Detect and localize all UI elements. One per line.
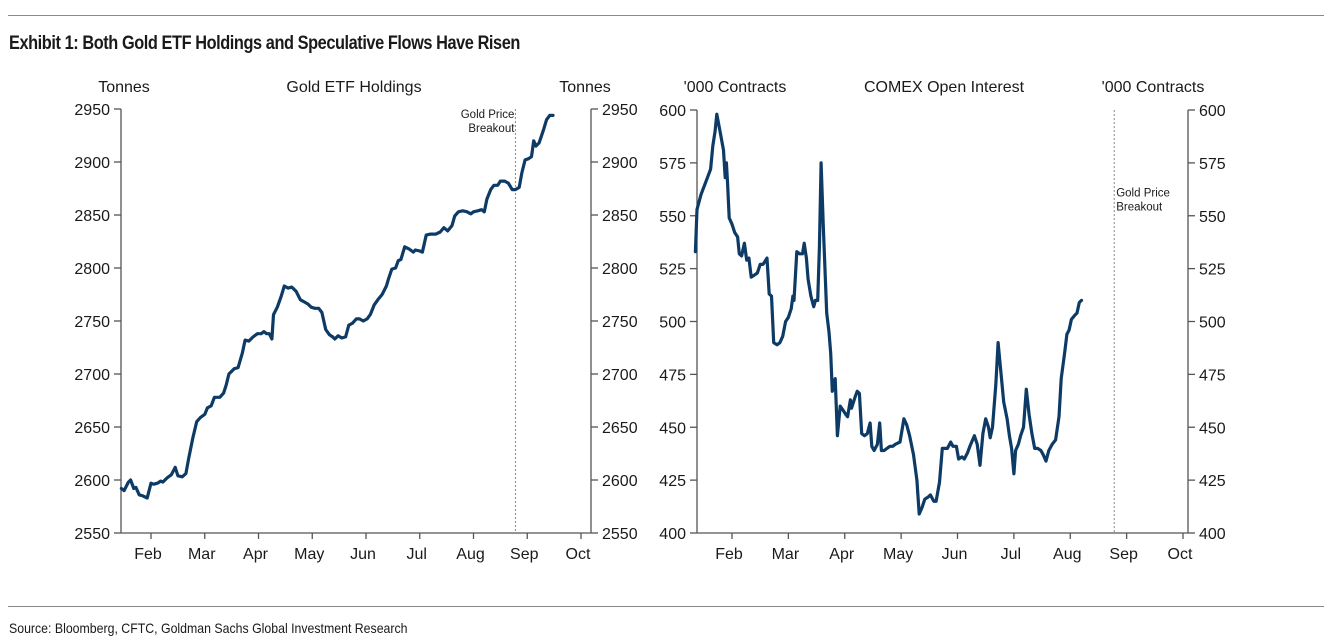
y-tick-label-right: 550 [1199,209,1226,226]
y-tick-label-left: 2950 [74,102,110,119]
y-tick-label-left: 600 [659,103,686,120]
breakout-annotation-line2: Breakout [1116,202,1163,214]
x-tick-label: May [883,546,913,563]
breakout-annotation-line1: Gold Price [461,109,515,121]
x-tick-label: Sep [1109,546,1138,563]
x-tick-label: Aug [456,546,484,563]
y-tick-label-left: 550 [659,209,686,226]
series-line-gold-etf-holdings [119,113,555,500]
x-tick-label: May [294,546,324,563]
y-tick-label-left: 425 [659,473,686,490]
y-tick-label-left: 2700 [74,367,110,384]
y-tick-label-left: 400 [659,526,686,543]
y-tick-label-left: 2900 [74,155,110,172]
y-tick-label-right: 575 [1199,156,1226,173]
chart-gold-etf-holdings: Tonnes Gold ETF Holdings Tonnes 2550 2600… [74,79,637,563]
y-tick-label-left: 575 [659,156,686,173]
y-tick-label-left: 525 [659,262,686,279]
x-tick-label: Oct [566,546,591,563]
y-tick-label-right: 525 [1199,262,1226,279]
y-tick-label-left: 2550 [74,526,110,543]
x-tick-label: Feb [715,546,743,563]
y-tick-label-left: 475 [659,367,686,384]
y-tick-label-left: 2750 [74,314,110,331]
y-tick-label-right: 2950 [602,102,638,119]
series-line-comex-open-interest [693,112,1084,516]
x-tick-label: Mar [188,546,216,563]
y-tick-label-right: 2800 [602,261,638,278]
y-tick-label-left: 2600 [74,473,110,490]
x-tick-label: Jul [407,546,427,563]
source-note: Source: Bloomberg, CFTC, Goldman Sachs G… [9,620,408,636]
exhibit-title: Exhibit 1: Both Gold ETF Holdings and Sp… [9,33,520,54]
y-tick-label-right: 2550 [602,526,638,543]
y-tick-label-right: 450 [1199,420,1226,437]
bottom-divider [8,606,1324,607]
right-y-axis-label: '000 Contracts [1102,79,1205,96]
y-tick-label-right: 425 [1199,473,1226,490]
chart-title: Gold ETF Holdings [286,79,421,96]
breakout-annotation-line1: Gold Price [1116,188,1170,200]
y-tick-label-right: 2700 [602,367,638,384]
y-tick-label-left: 2850 [74,208,110,225]
x-tick-label: Jul [1001,546,1021,563]
y-tick-label-left: 2650 [74,420,110,437]
x-tick-label: Sep [510,546,539,563]
y-tick-label-left: 500 [659,315,686,332]
x-tick-label: Feb [134,546,162,563]
y-tick-label-right: 400 [1199,526,1226,543]
x-tick-label: Jun [350,546,376,563]
y-tick-label-right: 2850 [602,208,638,225]
x-tick-label: Apr [243,546,269,563]
y-tick-label-right: 600 [1199,103,1226,120]
y-tick-label-right: 475 [1199,367,1226,384]
x-tick-label: Apr [829,546,855,563]
left-y-axis-label: Tonnes [98,79,150,96]
x-tick-label: Jun [942,546,968,563]
top-divider [8,15,1324,16]
x-tick-label: Aug [1053,546,1081,563]
y-tick-label-right: 2900 [602,155,638,172]
x-tick-label: Mar [772,546,800,563]
chart-title: COMEX Open Interest [864,79,1025,96]
y-tick-label-right: 500 [1199,315,1226,332]
y-tick-label-right: 2600 [602,473,638,490]
y-tick-label-left: 2800 [74,261,110,278]
y-tick-label-left: 450 [659,420,686,437]
chart-comex-open-interest: '000 Contracts COMEX Open Interest '000 … [659,79,1226,563]
y-tick-label-right: 2750 [602,314,638,331]
right-y-axis-label: Tonnes [559,79,611,96]
x-tick-label: Oct [1168,546,1193,563]
y-tick-label-right: 2650 [602,420,638,437]
left-y-axis-label: '000 Contracts [684,79,787,96]
breakout-annotation-line2: Breakout [468,123,515,135]
